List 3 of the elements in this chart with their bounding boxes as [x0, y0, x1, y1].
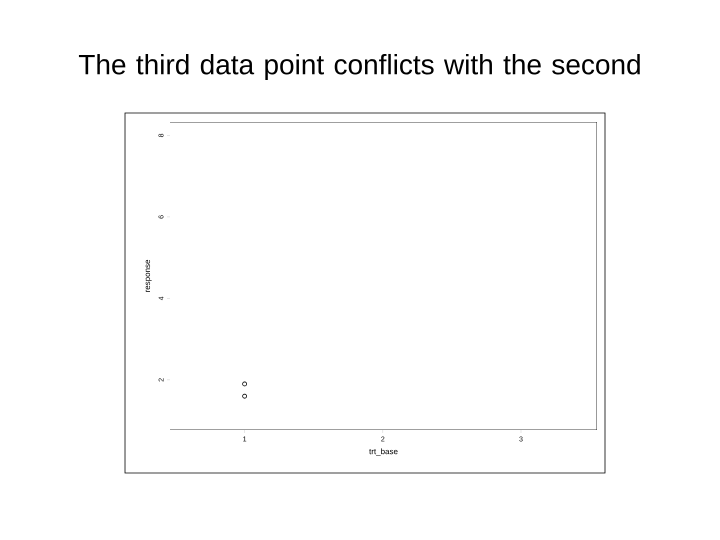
chart-title: The third data point conflicts with the second — [78, 54, 640, 80]
y-axis-title: response — [146, 260, 152, 292]
x-axis-title: trt_base — [369, 448, 398, 456]
